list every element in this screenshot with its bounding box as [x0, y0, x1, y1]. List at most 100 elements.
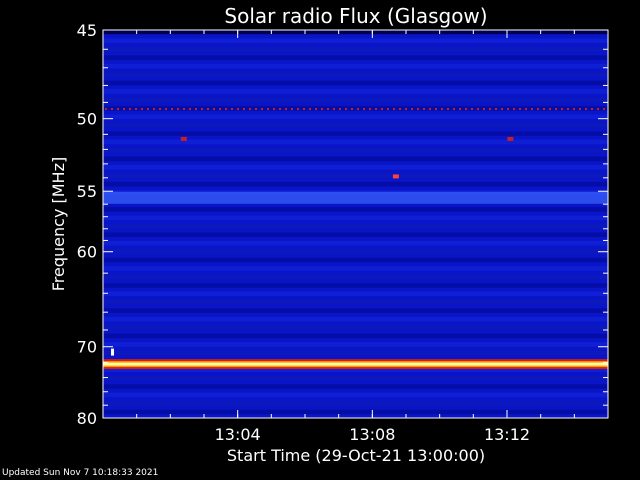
spectrogram-stripe: [103, 97, 608, 103]
y-tick-label: 70: [77, 338, 97, 357]
interference-dot: [135, 107, 137, 110]
spectrogram-stripe: [103, 46, 608, 52]
spectrogram-stripe: [103, 131, 608, 136]
interference-dot: [579, 107, 581, 110]
interference-dot: [453, 107, 455, 110]
y-tick-label: 55: [77, 182, 97, 201]
spectrogram-plot: [103, 30, 608, 418]
interference-dot: [477, 107, 479, 110]
interference-dot: [225, 107, 227, 110]
interference-dot: [255, 107, 257, 110]
interference-dot: [195, 107, 197, 110]
interference-dot: [369, 107, 371, 110]
interference-dot: [333, 107, 335, 110]
interference-dot: [585, 107, 587, 110]
spectrogram-stripe: [103, 283, 608, 288]
x-tick-label: 13:12: [484, 425, 530, 444]
spectrogram-stripe: [103, 333, 608, 339]
interference-dot: [513, 107, 515, 110]
spectrogram-stripe: [103, 63, 608, 69]
spectrogram-stripe: [103, 105, 608, 111]
x-tick-label: 13:04: [215, 425, 261, 444]
interference-dot: [309, 107, 311, 110]
spectrogram-stripe: [103, 299, 608, 305]
spectrogram-stripe: [103, 375, 608, 381]
spectrogram-stripe: [103, 38, 608, 44]
interference-dot: [537, 107, 539, 110]
interference-dot: [441, 107, 443, 110]
interference-dot: [501, 107, 503, 110]
emission-spot: [507, 136, 514, 141]
interference-dot: [495, 107, 497, 110]
spectrogram-stripe: [103, 342, 608, 347]
interference-dot: [561, 107, 563, 110]
interference-dot: [249, 107, 251, 110]
x-tick-label: 13:08: [349, 425, 395, 444]
interference-dot: [447, 107, 449, 110]
interference-dot: [213, 107, 215, 110]
x-axis-label: Start Time (29-Oct-21 13:00:00): [227, 446, 485, 465]
interference-dot: [279, 107, 281, 110]
spectrogram-stripe: [103, 181, 608, 187]
spectrogram-stripe: [103, 89, 608, 94]
y-axis-label: Frequency [MHz]: [49, 157, 68, 291]
interference-dot: [219, 107, 221, 110]
interference-dot: [351, 107, 353, 110]
plot-frame: [102, 29, 609, 419]
interference-dot: [183, 107, 185, 110]
interference-dot: [435, 107, 437, 110]
spectrogram-stripe: [103, 249, 608, 254]
interference-dot: [327, 107, 329, 110]
bright-channel-band: [103, 191, 608, 204]
interference-dot: [573, 107, 575, 110]
interference-dot: [357, 107, 359, 110]
emission-spot: [392, 174, 399, 179]
interference-dot: [189, 107, 191, 110]
interference-dot: [201, 107, 203, 110]
interference-dot: [489, 107, 491, 110]
spectrogram-stripe: [103, 350, 608, 356]
interference-dot: [111, 107, 113, 110]
emission-band-core: [103, 362, 608, 366]
interference-dot: [231, 107, 233, 110]
interference-dot: [507, 107, 509, 110]
interference-dot: [153, 107, 155, 110]
interference-dot: [393, 107, 395, 110]
spectrogram-stripe: [103, 325, 608, 330]
spectrogram-stripe: [103, 274, 608, 280]
interference-dot: [405, 107, 407, 110]
interference-dot: [459, 107, 461, 110]
spectrogram-stripe: [103, 55, 608, 60]
interference-dot: [399, 107, 401, 110]
interference-dot: [267, 107, 269, 110]
interference-dot: [303, 107, 305, 110]
spectrogram-stripe: [103, 316, 608, 322]
interference-dot: [141, 107, 143, 110]
interference-dot: [147, 107, 149, 110]
interference-dot: [483, 107, 485, 110]
data-marker: [111, 348, 114, 356]
interference-dot: [237, 107, 239, 110]
interference-dot: [543, 107, 545, 110]
spectrogram-stripe: [103, 266, 608, 271]
interference-dot: [171, 107, 173, 110]
interference-dot: [339, 107, 341, 110]
interference-dot: [321, 107, 323, 110]
interference-dot: [315, 107, 317, 110]
interference-dot: [471, 107, 473, 110]
interference-dot: [123, 107, 125, 110]
interference-dot: [177, 107, 179, 110]
spectrogram-stripe: [103, 72, 608, 77]
interference-dot: [261, 107, 263, 110]
interference-dot: [165, 107, 167, 110]
spectrogram-stripe: [103, 308, 608, 313]
spectrogram-top-edge: [103, 30, 608, 34]
spectrogram-stripe: [103, 156, 608, 162]
emission-spot: [180, 136, 187, 141]
y-tick-label: 80: [77, 409, 97, 428]
interference-dot: [375, 107, 377, 110]
interference-dot: [549, 107, 551, 110]
spectrogram-stripe: [103, 232, 608, 238]
y-axis: 45 50 55 60 70 80: [77, 21, 608, 428]
spectrogram-stripe: [103, 367, 608, 373]
